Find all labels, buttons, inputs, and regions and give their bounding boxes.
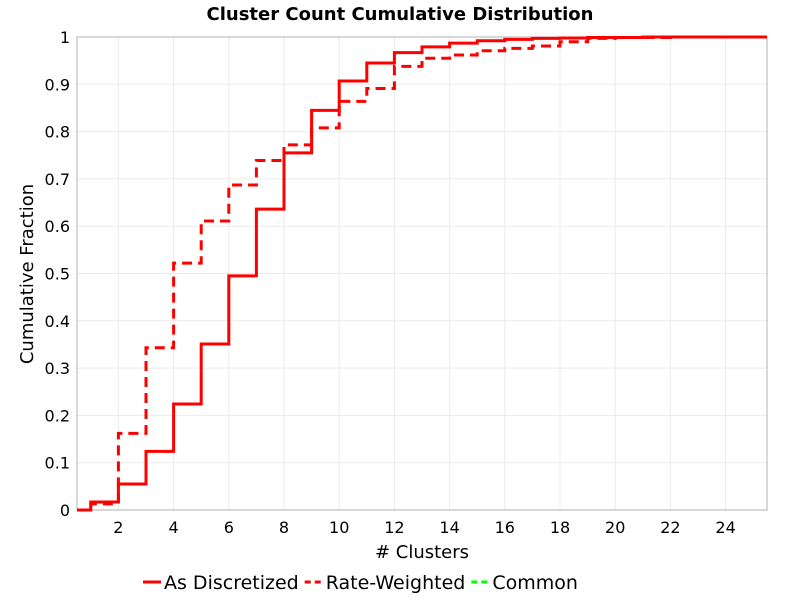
x-tick-label: 2 <box>113 518 123 537</box>
y-axis-label: Cumulative Fraction <box>17 184 38 364</box>
y-tick-label: 0.1 <box>45 454 70 473</box>
y-tick-label: 0.2 <box>45 406 70 425</box>
y-tick-label: 0.7 <box>45 170 70 189</box>
legend: As Discretized Rate-Weighted Common <box>143 572 578 594</box>
x-tick-label: 24 <box>715 518 735 537</box>
y-tick-label: 0.8 <box>45 123 70 142</box>
y-tick-label: 1 <box>60 28 70 47</box>
x-tick-label: 4 <box>169 518 179 537</box>
grid <box>77 36 767 511</box>
x-tick-label: 12 <box>384 518 404 537</box>
x-tick-label: 18 <box>550 518 570 537</box>
legend-label-as-discretized: As Discretized <box>164 572 299 594</box>
y-tick-label: 0.6 <box>45 217 70 236</box>
x-tick-label: 22 <box>660 518 680 537</box>
y-tick-label: 0.9 <box>45 75 70 94</box>
y-tick-label: 0.3 <box>45 359 70 378</box>
legend-label-rate-weighted: Rate-Weighted <box>326 572 466 594</box>
plot-area-frame <box>76 36 768 511</box>
x-tick-label: 8 <box>279 518 289 537</box>
x-tick-label: 16 <box>495 518 515 537</box>
series-layer <box>77 35 767 512</box>
y-tick-label: 0 <box>60 501 70 520</box>
x-tick-label: 6 <box>224 518 234 537</box>
x-tick-label: 10 <box>329 518 349 537</box>
x-axis-label: # Clusters <box>375 542 469 563</box>
chart-title: Cluster Count Cumulative Distribution <box>207 4 594 25</box>
series-line-as-discretized <box>77 35 767 512</box>
y-tick-label: 0.5 <box>45 265 70 284</box>
x-tick-label: 14 <box>439 518 459 537</box>
y-tick-label: 0.4 <box>45 312 70 331</box>
x-tick-label: 20 <box>605 518 625 537</box>
legend-label-common: Common <box>492 572 578 594</box>
series-line-rate-weighted <box>77 35 767 512</box>
tick-labels: 2 4 6 8 10 12 14 16 18 20 22 2400.10.20.30.40.50.60… <box>45 28 736 537</box>
